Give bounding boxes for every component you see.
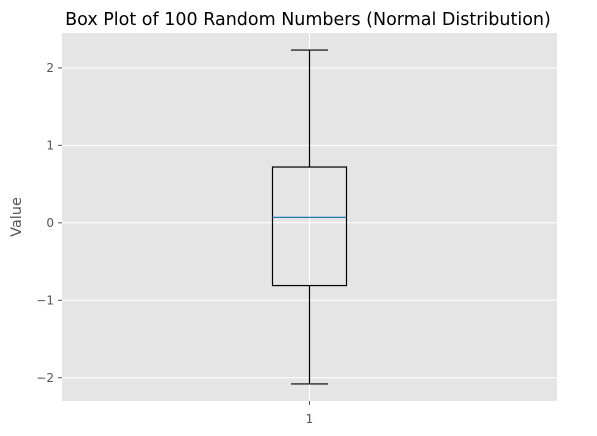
y-tick-label: −2: [36, 371, 54, 385]
x-axis-ticks: 1: [306, 401, 314, 426]
y-tick-label: 2: [46, 61, 54, 75]
box-series: [271, 49, 348, 385]
x-tick-label: 1: [306, 412, 314, 426]
y-tick-label: −1: [36, 293, 54, 307]
y-axis-ticks: −2 −1 0 1 2: [36, 61, 62, 385]
box-iqr: [271, 166, 348, 287]
y-axis-label: Value: [9, 197, 25, 237]
chart-title: Box Plot of 100 Random Numbers (Normal D…: [65, 10, 551, 30]
y-tick-label: 1: [46, 138, 54, 152]
y-tick-label: 0: [46, 216, 54, 230]
